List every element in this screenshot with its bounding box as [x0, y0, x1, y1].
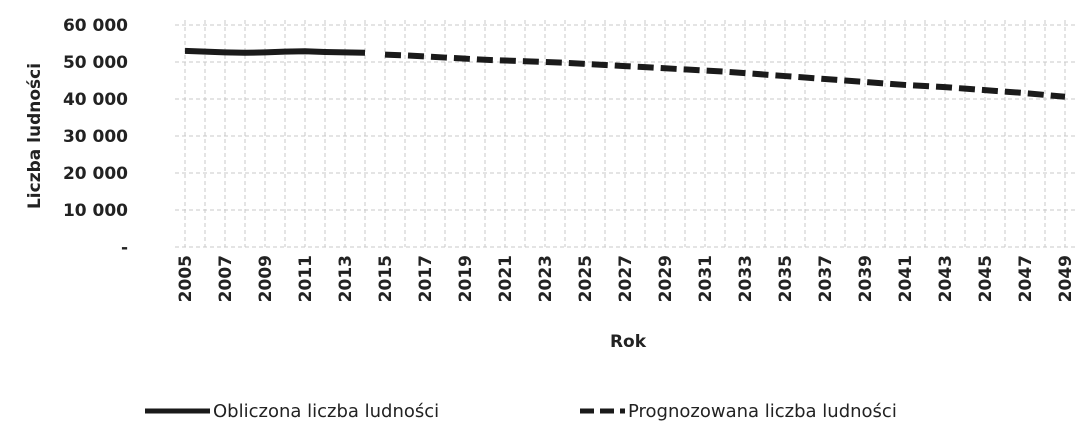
x-tick-label: 2019 [456, 255, 476, 302]
x-tick-label: 2021 [496, 255, 516, 302]
x-tick-label: 2043 [936, 255, 956, 302]
y-tick-label: 10 000 [63, 201, 128, 221]
x-tick-label: 2023 [536, 255, 556, 302]
x-tick-label: 2035 [776, 255, 796, 302]
x-tick-label: 2017 [416, 255, 436, 302]
x-tick-label: 2013 [336, 255, 356, 302]
x-tick-label: 2041 [896, 255, 916, 302]
series-line [384, 51, 1066, 100]
x-axis-label: Rok [610, 332, 647, 352]
x-tick-label: 2037 [816, 255, 836, 302]
x-tick-label: 2011 [296, 255, 316, 302]
x-tick-label: 2025 [576, 255, 596, 302]
x-tick-label: 2015 [376, 255, 396, 302]
x-tick-label: 2007 [216, 255, 236, 302]
y-tick-label: 40 000 [63, 90, 128, 110]
y-tick-label: 50 000 [63, 53, 128, 73]
x-tick-label: 2029 [656, 255, 676, 302]
y-tick-label: 20 000 [63, 164, 128, 184]
x-tick-label: 2049 [1056, 255, 1076, 302]
x-tick-label: 2033 [736, 255, 756, 302]
x-tick-label: 2047 [1016, 255, 1036, 302]
x-tick-label: 2009 [256, 255, 276, 302]
y-tick-label: 30 000 [63, 127, 128, 147]
x-tick-label: 2031 [696, 255, 716, 302]
y-tick-label: 60 000 [63, 16, 128, 36]
x-tick-label: 2039 [856, 255, 876, 302]
x-tick-label: 2045 [976, 255, 996, 302]
series-line [184, 47, 366, 56]
x-tick-label: 2005 [176, 255, 196, 302]
legend-label: Obliczona liczba ludności [213, 401, 439, 422]
legend-label: Prognozowana liczba ludności [628, 401, 897, 422]
x-tick-label: 2027 [616, 255, 636, 302]
y-axis-label: Liczba ludności [25, 63, 45, 209]
y-tick-label: - [121, 238, 128, 258]
